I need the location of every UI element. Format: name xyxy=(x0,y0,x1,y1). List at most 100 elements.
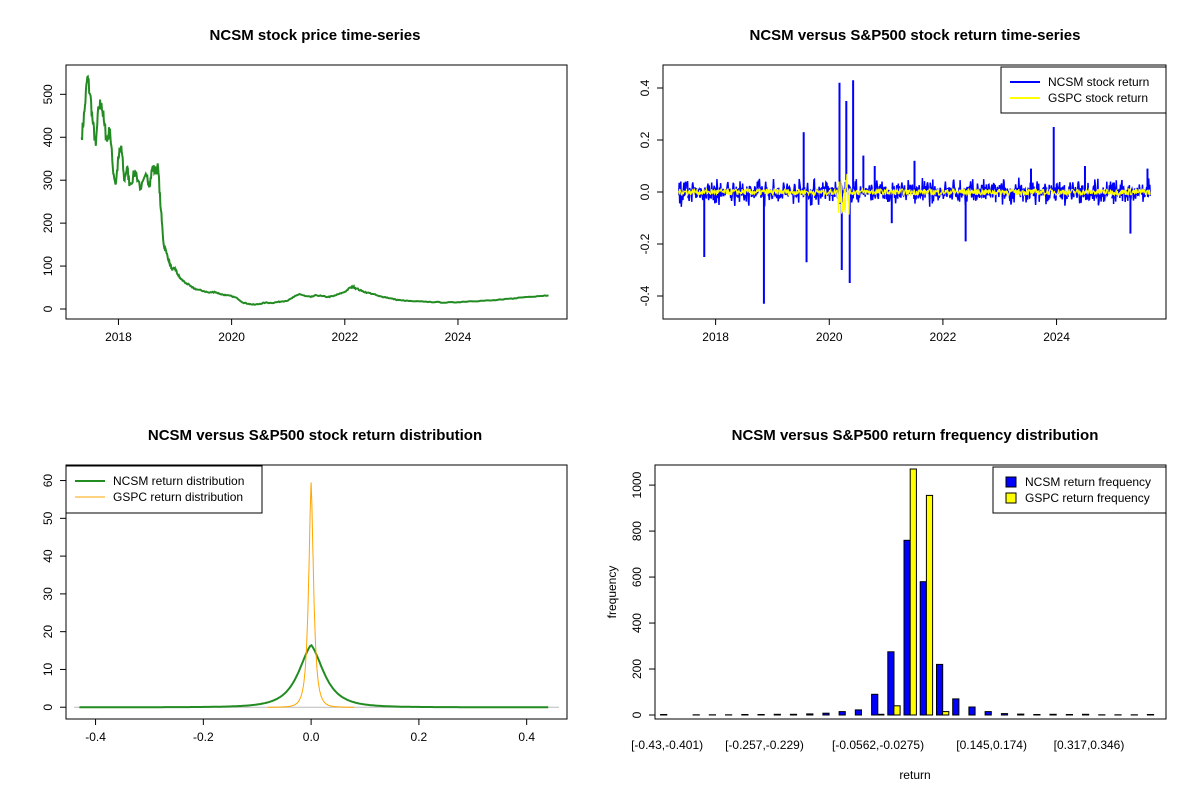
price-x-tick-label: 2024 xyxy=(445,330,472,344)
histogram-ncsm-bar xyxy=(1082,713,1090,716)
histogram-ncsm-bar xyxy=(822,712,830,716)
returns-series-group xyxy=(677,80,1152,304)
histogram-ncsm-bar xyxy=(789,713,798,716)
histogram-ncsm-bar xyxy=(660,714,668,716)
histogram-y-tick-label: 600 xyxy=(630,567,644,587)
histogram-ncsm-bar xyxy=(984,711,992,716)
density-y-tick-label: 50 xyxy=(41,511,55,525)
histogram-legend-swatch-ncsm xyxy=(1005,476,1017,488)
returns-legend: NCSM stock return GSPC stock return xyxy=(1000,66,1167,114)
histogram-ncsm-bar xyxy=(1146,714,1155,716)
density-y-tick-label: 10 xyxy=(41,662,55,676)
histogram-x-tick-label: [-0.257,-0.229) xyxy=(725,738,804,752)
histogram-ncsm-bar xyxy=(1049,713,1057,716)
returns-x-tick-label: 2024 xyxy=(1043,330,1070,344)
price-plot-frame xyxy=(65,64,568,320)
price-chart: NCSM stock price time-series 2018 2020 202… xyxy=(41,27,568,344)
density-x-tick-label: 0.0 xyxy=(303,730,320,744)
histogram-legend-label-ncsm: NCSM return frequency xyxy=(1025,475,1151,489)
histogram-legend: NCSM return frequency GSPC return freque… xyxy=(992,466,1167,514)
returns-chart-title: NCSM versus S&P500 stock return time-ser… xyxy=(750,27,1081,44)
price-axes: 2018 2020 2022 2024 0 100 200 300 400 500 xyxy=(41,84,472,344)
histogram-ncsm-bar xyxy=(1000,713,1009,716)
density-legend-label-ncsm: NCSM return distribution xyxy=(113,474,244,488)
histogram-ncsm-bar xyxy=(773,713,781,716)
histogram-legend-swatch-gspc xyxy=(1005,492,1017,504)
density-legend-box xyxy=(65,465,263,514)
density-y-tick-label: 20 xyxy=(41,625,55,639)
histogram-legend-box xyxy=(992,466,1167,514)
returns-y-tick-label: 0.0 xyxy=(638,183,652,200)
histogram-y-tick-label: 0 xyxy=(630,711,644,718)
histogram-ncsm-bar xyxy=(741,714,749,716)
histogram-y-tick-label: 400 xyxy=(630,613,644,633)
histogram-ncsm-bar xyxy=(1017,713,1025,716)
histogram-ncsm-bar xyxy=(757,714,765,716)
price-x-tick-label: 2022 xyxy=(331,330,358,344)
histogram-bars-group xyxy=(660,468,1155,716)
returns-legend-box xyxy=(1000,66,1167,114)
returns-x-tick-label: 2020 xyxy=(816,330,843,344)
price-x-tick-label: 2020 xyxy=(218,330,245,344)
density-x-tick-label: -0.2 xyxy=(193,730,214,744)
histogram-gspc-bar xyxy=(893,705,901,716)
histogram-ncsm-bar xyxy=(919,581,927,716)
returns-legend-label-ncsm: NCSM stock return xyxy=(1048,75,1149,89)
histogram-ncsm-bar xyxy=(1033,714,1041,716)
density-chart-title: NCSM versus S&P500 stock return distribu… xyxy=(148,427,482,444)
histogram-ncsm-bar xyxy=(854,709,862,716)
density-x-tick-label: 0.2 xyxy=(411,730,428,744)
returns-legend-label-gspc: GSPC stock return xyxy=(1048,91,1148,105)
histogram-ncsm-bar xyxy=(968,706,976,716)
histogram-y-tick-label: 200 xyxy=(630,659,644,679)
price-chart-title: NCSM stock price time-series xyxy=(210,27,421,44)
density-y-tick-label: 30 xyxy=(41,587,55,601)
histogram-y-tick-label: 1000 xyxy=(630,471,644,498)
returns-chart: NCSM versus S&P500 stock return time-ser… xyxy=(638,27,1167,344)
density-y-tick-label: 40 xyxy=(41,549,55,563)
density-gspc-curve xyxy=(268,482,355,708)
returns-x-tick-label: 2018 xyxy=(702,330,729,344)
density-x-tick-label: -0.4 xyxy=(85,730,106,744)
histogram-ncsm-bar xyxy=(903,539,911,716)
histogram-chart-title: NCSM versus S&P500 return frequency dist… xyxy=(732,427,1099,444)
histogram-axes: 0 200 400 600 800 1000 [-0.43,-0.401) [-0.257,-… xyxy=(630,471,1124,752)
price-y-tick-label: 100 xyxy=(41,256,55,276)
histogram-x-tick-label: [-0.43,-0.401) xyxy=(631,738,703,752)
returns-axes: 2018 2020 2022 2024 -0.4 -0.2 0.0 0.2 0.4 xyxy=(638,79,1070,344)
price-y-tick-label: 0 xyxy=(41,305,55,312)
histogram-y-label: frequency xyxy=(605,566,619,619)
price-series-line xyxy=(80,74,549,306)
price-x-tick-label: 2018 xyxy=(105,330,132,344)
returns-y-tick-label: 0.2 xyxy=(638,131,652,148)
density-y-tick-label: 0 xyxy=(41,704,55,711)
returns-y-tick-label: -0.4 xyxy=(638,285,652,306)
histogram-ncsm-bar xyxy=(806,713,814,716)
histogram-y-tick-label: 800 xyxy=(630,521,644,541)
histogram-gspc-bar xyxy=(877,713,885,716)
density-axes: -0.4 -0.2 0.0 0.2 0.4 0 10 20 30 40 50 60 xyxy=(41,474,535,744)
histogram-ncsm-bar xyxy=(887,651,895,716)
density-legend: NCSM return distribution GSPC return dis… xyxy=(65,465,263,514)
density-legend-label-gspc: GSPC return distribution xyxy=(113,490,243,504)
price-y-tick-label: 300 xyxy=(41,170,55,190)
histogram-ncsm-bar xyxy=(936,663,944,716)
density-series-group xyxy=(74,482,559,709)
histogram-x-tick-label: [-0.0562,-0.0275) xyxy=(832,738,924,752)
histogram-ncsm-bar xyxy=(871,693,879,716)
returns-y-tick-label: 0.4 xyxy=(638,79,652,96)
density-x-tick-label: 0.4 xyxy=(518,730,535,744)
price-y-tick-label: 400 xyxy=(41,127,55,147)
price-y-tick-label: 200 xyxy=(41,213,55,233)
density-chart: NCSM versus S&P500 stock return distribu… xyxy=(41,427,568,744)
histogram-gspc-bar xyxy=(925,494,934,716)
returns-x-tick-label: 2022 xyxy=(930,330,957,344)
histogram-ncsm-bar xyxy=(952,698,960,716)
histogram-x-tick-label: [0.317,0.346) xyxy=(1054,738,1125,752)
histogram-chart: NCSM versus S&P500 return frequency dist… xyxy=(605,427,1167,782)
returns-gspc-line xyxy=(678,173,1151,215)
histogram-x-tick-label: [0.145,0.174) xyxy=(956,738,1027,752)
density-ncsm-curve xyxy=(79,644,549,709)
returns-y-tick-label: -0.2 xyxy=(638,233,652,254)
